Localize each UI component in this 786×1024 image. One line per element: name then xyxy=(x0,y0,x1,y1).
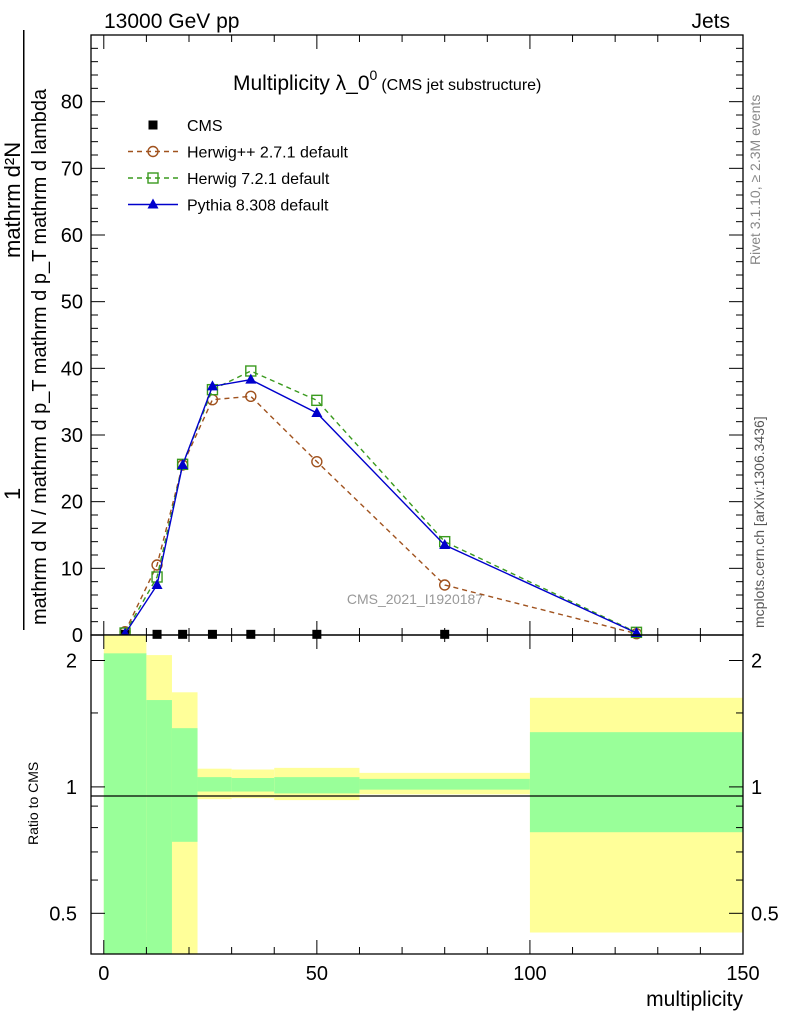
legend-entry: CMS xyxy=(148,118,223,135)
y-axis-numerator: 1 xyxy=(0,488,25,500)
legend-marker xyxy=(147,172,159,184)
main-panel: Multiplicity λ_00(CMS jet substructure) … xyxy=(0,30,744,647)
data-point xyxy=(440,629,450,639)
data-point xyxy=(246,629,256,639)
chart-title-main: Multiplicity λ_0 xyxy=(233,72,370,95)
data-point xyxy=(152,629,162,639)
chart-title: Multiplicity λ_00(CMS jet substructure) xyxy=(233,67,541,95)
legend-entry: Herwig 7.2.1 default xyxy=(128,171,330,188)
header-category: Jets xyxy=(691,10,730,33)
data-point xyxy=(312,629,322,639)
ratio-y-tick-label-right: 2 xyxy=(751,650,762,672)
data-point xyxy=(245,373,257,384)
ratio-y-tick-label-right: 0.5 xyxy=(751,903,779,925)
y-tick-label: 70 xyxy=(61,158,83,180)
ratio-band-inner xyxy=(171,728,198,842)
y-tick-label: 20 xyxy=(61,492,83,514)
data-point xyxy=(151,559,163,571)
ratio-y-label: Ratio to CMS xyxy=(25,762,41,845)
legend-label: Pythia 8.308 default xyxy=(187,198,329,215)
y-tick-label: 80 xyxy=(61,92,83,114)
ratio-y-tick-label-right: 1 xyxy=(751,777,762,799)
data-point xyxy=(177,459,189,469)
data-point xyxy=(151,579,163,589)
legend-entry: Herwig++ 2.7.1 default xyxy=(128,145,349,162)
ratio-band-inner xyxy=(103,653,147,954)
x-tick-label: 150 xyxy=(726,963,759,985)
x-tick-label: 100 xyxy=(513,963,546,985)
y-tick-label: 0 xyxy=(72,625,83,647)
legend-entry: Pythia 8.308 default xyxy=(128,198,329,215)
ratio-band-inner xyxy=(197,777,232,792)
ratio-y-tick-label-left: 1 xyxy=(66,777,77,799)
x-tick-label: 50 xyxy=(306,963,328,985)
chart-subtitle: (CMS jet substructure) xyxy=(381,77,541,94)
chart-title-superscript: 0 xyxy=(370,67,378,83)
legend-label: Herwig 7.2.1 default xyxy=(187,171,330,188)
ratio-band-inner xyxy=(274,777,360,794)
data-point xyxy=(207,629,217,639)
series-line xyxy=(124,378,637,635)
data-point xyxy=(245,390,257,403)
data-point xyxy=(206,380,218,391)
data-point xyxy=(438,579,451,591)
data-point xyxy=(311,455,323,468)
mcplots-label: mcplots.cern.ch [arXiv:1306.3436] xyxy=(751,416,767,628)
data-point xyxy=(311,394,323,407)
y-tick-label: 50 xyxy=(61,292,83,314)
legend-marker xyxy=(148,120,158,130)
series-line xyxy=(124,370,637,634)
legend-label: Herwig++ 2.7.1 default xyxy=(187,145,349,162)
ratio-y-tick-label-left: 2 xyxy=(66,650,77,672)
y-axis-denominator: mathrm d N / mathrm d p_T mathrm d p_T m… xyxy=(29,88,51,625)
legend-marker xyxy=(147,198,159,209)
y-axis-numerator-right: mathrm d²N xyxy=(0,142,25,258)
x-tick-label: 0 xyxy=(98,963,109,985)
ratio-frame xyxy=(90,634,744,955)
y-tick-label: 40 xyxy=(61,358,83,380)
ratio-band-inner xyxy=(529,732,743,833)
data-point xyxy=(178,629,188,639)
x-axis-label: multiplicity xyxy=(646,988,743,1011)
ratio-panel: 0.5 0.5 1 1 2 2 0 50 100 150 Ratio to CMS multipl… xyxy=(25,634,779,1011)
y-tick-label: 60 xyxy=(61,225,83,247)
y-tick-label: 10 xyxy=(61,558,83,580)
legend-label: CMS xyxy=(187,118,223,135)
y-axis-fraction-bar xyxy=(23,30,25,630)
data-point xyxy=(439,539,451,549)
y-tick-label: 30 xyxy=(61,425,83,447)
data-point xyxy=(311,407,323,417)
watermark-label: CMS_2021_I1920187 xyxy=(347,591,483,607)
ratio-band-inner xyxy=(231,777,275,792)
header-process: 13000 GeV pp xyxy=(104,10,239,33)
legend: CMS Herwig++ 2.7.1 default Herwig 7.2.1 de… xyxy=(128,118,349,215)
ratio-y-tick-label-left: 0.5 xyxy=(49,903,77,925)
series-0 xyxy=(120,629,450,639)
rivet-label: Rivet 3.1.10, ≥ 2.3M events xyxy=(747,95,763,265)
ratio-band-inner xyxy=(359,778,530,790)
legend-marker xyxy=(147,145,159,158)
ratio-band-inner xyxy=(146,700,172,954)
series-line xyxy=(124,395,637,635)
